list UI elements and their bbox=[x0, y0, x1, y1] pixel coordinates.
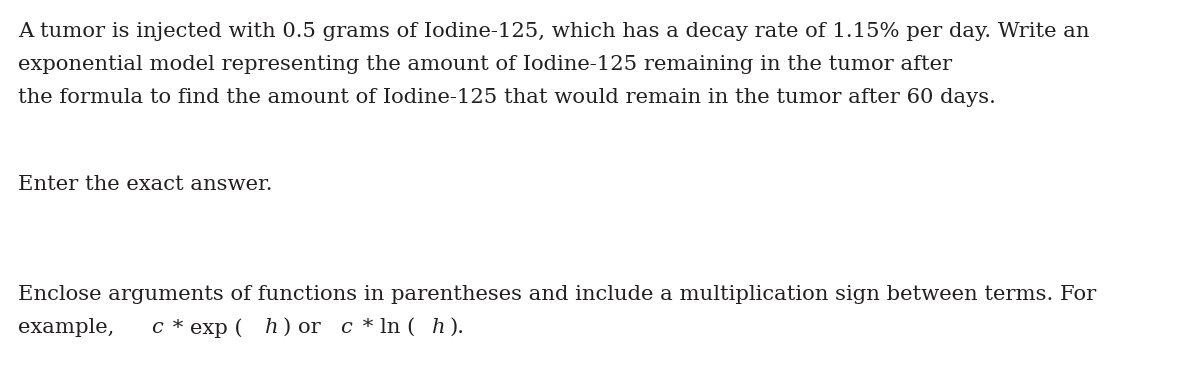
Text: c: c bbox=[151, 318, 163, 337]
Text: h: h bbox=[265, 318, 280, 337]
Text: Enclose arguments of functions in parentheses and include a multiplication sign : Enclose arguments of functions in parent… bbox=[18, 285, 1097, 304]
Text: h: h bbox=[432, 318, 446, 337]
Text: * exp (: * exp ( bbox=[167, 318, 244, 338]
Text: * ln (: * ln ( bbox=[355, 318, 415, 337]
Text: exponential model representing the amount of Iodine-125 remaining in the tumor a: exponential model representing the amoun… bbox=[18, 55, 959, 74]
Text: ).: ). bbox=[450, 318, 464, 337]
Text: A tumor is injected with 0.5 grams of Iodine-125, which has a decay rate of 1.15: A tumor is injected with 0.5 grams of Io… bbox=[18, 22, 1090, 41]
Text: c: c bbox=[341, 318, 353, 337]
Text: example,: example, bbox=[18, 318, 121, 337]
Text: the formula to find the amount of Iodine-125 that would remain in the tumor afte: the formula to find the amount of Iodine… bbox=[18, 88, 996, 107]
Text: ) or: ) or bbox=[283, 318, 328, 337]
Text: Enter the exact answer.: Enter the exact answer. bbox=[18, 175, 272, 194]
